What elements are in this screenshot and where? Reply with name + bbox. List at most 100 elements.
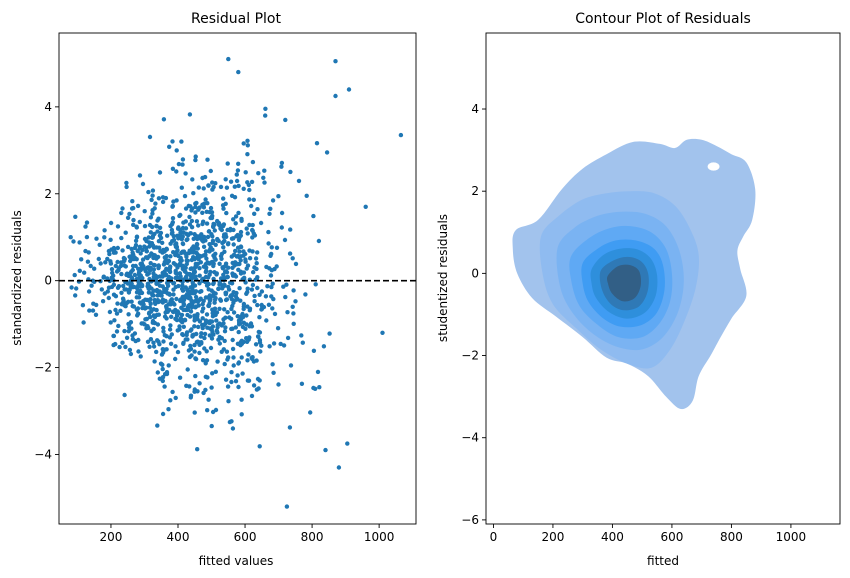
- plot-frame: [485, 32, 841, 525]
- scatter-point: [316, 238, 322, 244]
- scatter-point: [163, 273, 168, 278]
- scatter-point: [200, 309, 205, 314]
- scatter-point: [224, 210, 229, 216]
- scatter-point: [146, 271, 151, 276]
- scatter-point: [221, 245, 226, 250]
- scatter-point: [228, 179, 234, 184]
- scatter-point: [166, 267, 171, 273]
- scatter-point: [254, 261, 259, 266]
- scatter-point: [254, 387, 260, 392]
- scatter-point: [84, 220, 90, 225]
- scatter-point: [229, 370, 234, 375]
- scatter-point: [189, 218, 195, 224]
- scatter-point: [250, 356, 255, 362]
- residual-plot-ylabel: standardized residuals: [10, 210, 24, 345]
- scatter-point: [165, 291, 170, 296]
- scatter-point: [245, 152, 250, 157]
- scatter-point: [194, 263, 199, 268]
- scatter-point: [291, 311, 296, 316]
- scatter-point: [197, 253, 202, 259]
- scatter-point: [234, 172, 239, 177]
- scatter-point: [230, 260, 235, 266]
- scatter-point: [168, 398, 173, 403]
- scatter-point: [151, 293, 156, 298]
- scatter-point: [239, 314, 244, 319]
- scatter-point: [168, 223, 173, 229]
- scatter-point: [315, 369, 321, 375]
- scatter-point: [321, 344, 327, 349]
- scatter-point: [128, 270, 133, 276]
- scatter-point: [380, 330, 385, 335]
- scatter-point: [232, 184, 237, 189]
- scatter-point: [180, 249, 185, 254]
- scatter-point: [214, 271, 219, 276]
- scatter-point: [226, 56, 231, 62]
- scatter-point: [223, 201, 228, 206]
- scatter-point: [303, 292, 308, 297]
- scatter-point: [269, 284, 274, 290]
- scatter-point: [106, 285, 112, 290]
- scatter-point: [84, 234, 90, 240]
- scatter-point: [219, 349, 224, 354]
- scatter-point: [155, 338, 160, 343]
- scatter-point: [218, 224, 223, 230]
- scatter-point: [238, 229, 244, 235]
- scatter-point: [266, 302, 272, 307]
- scatter-point: [281, 343, 287, 348]
- scatter-point: [216, 286, 221, 291]
- scatter-point: [194, 304, 199, 309]
- scatter-point: [192, 349, 197, 354]
- scatter-point: [200, 210, 205, 215]
- scatter-point: [235, 373, 240, 378]
- scatter-point: [68, 235, 73, 240]
- scatter-point: [211, 281, 216, 287]
- scatter-point: [137, 219, 142, 225]
- scatter-point: [130, 250, 135, 255]
- scatter-point: [283, 294, 288, 300]
- scatter-point: [189, 225, 195, 230]
- scatter-point: [124, 184, 129, 190]
- scatter-point: [287, 251, 293, 256]
- scatter-point: [246, 352, 251, 357]
- scatter-point: [184, 237, 189, 243]
- residual-plot-axes: 200 400 600 800 1000 −4 −2 0 2 4: [34, 32, 417, 544]
- scatter-point: [264, 318, 269, 323]
- scatter-point: [116, 267, 121, 273]
- scatter-point: [251, 383, 257, 388]
- scatter-point: [276, 382, 281, 387]
- residual-plot-xlabel: fitted values: [199, 554, 274, 568]
- contour-plot-panel: Contour Plot of Residuals 0 200 400 600 800 1…: [436, 11, 841, 568]
- scatter-point: [152, 359, 157, 364]
- scatter-point: [189, 246, 195, 251]
- scatter-point: [251, 270, 256, 275]
- scatter-point: [204, 265, 209, 270]
- scatter-point: [244, 266, 249, 271]
- contour-plot-axes: 0 200 400 600 800 1000 −6 −4 −2 0 2 4: [461, 32, 841, 544]
- scatter-point: [206, 397, 211, 402]
- scatter-point: [227, 419, 233, 425]
- scatter-point: [274, 245, 280, 250]
- scatter-point: [204, 312, 210, 317]
- scatter-point: [213, 181, 218, 186]
- scatter-point: [131, 217, 136, 223]
- scatter-point: [181, 303, 186, 308]
- scatter-point: [290, 256, 295, 261]
- scatter-point: [145, 284, 150, 289]
- scatter-point: [225, 310, 230, 315]
- scatter-point: [203, 249, 209, 254]
- scatter-point: [210, 234, 215, 239]
- scatter-point: [195, 312, 200, 317]
- scatter-point: [108, 261, 114, 266]
- scatter-point: [123, 287, 129, 292]
- scatter-point: [87, 308, 92, 313]
- scatter-point: [99, 287, 105, 292]
- scatter-point: [182, 268, 187, 274]
- scatter-point: [131, 255, 136, 261]
- scatter-point: [247, 222, 252, 228]
- scatter-point: [170, 216, 176, 221]
- scatter-point: [241, 320, 247, 325]
- scatter-point: [241, 306, 246, 312]
- scatter-point: [154, 245, 159, 250]
- scatter-point: [213, 407, 219, 413]
- scatter-point: [205, 295, 211, 300]
